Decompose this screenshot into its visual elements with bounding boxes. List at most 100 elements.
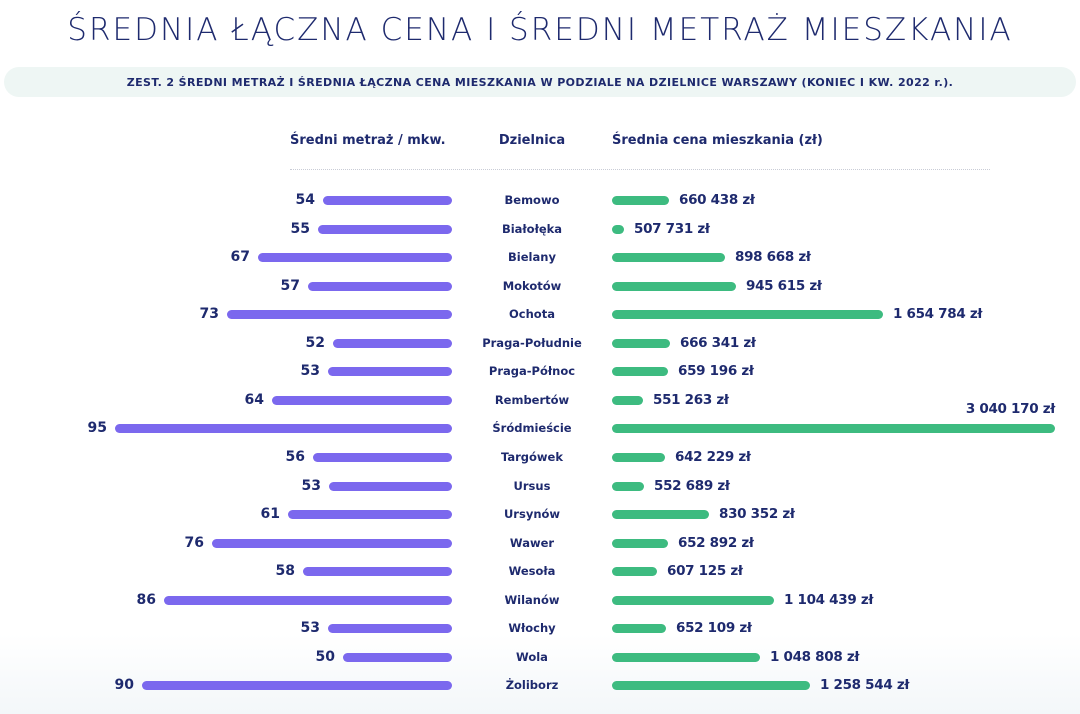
chart-row: 50 Wola 1 048 808 zł <box>0 648 1080 668</box>
district-label: Wesoła <box>508 564 556 579</box>
area-bar <box>318 224 452 234</box>
chart-row: 64 Rembertów 551 263 zł <box>0 391 1080 411</box>
area-bar <box>212 538 452 548</box>
chart-row: 57 Mokotów 945 615 zł <box>0 277 1080 297</box>
district-label: Bielany <box>508 250 556 265</box>
district-label: Śródmieście <box>492 421 572 436</box>
price-bar <box>612 538 668 548</box>
price-value: 551 263 zł <box>653 391 729 408</box>
price-value: 642 229 zł <box>675 448 751 465</box>
price-bar <box>612 424 1055 434</box>
area-value: 86 <box>136 591 156 608</box>
subtitle-band: ZEST. 2 ŚREDNI METRAŻ I ŚREDNIA ŁĄCZNA C… <box>4 67 1076 97</box>
chart-row: 67 Bielany 898 668 zł <box>0 248 1080 268</box>
district-label: Bemowo <box>504 193 560 207</box>
area-value: 58 <box>275 563 295 580</box>
price-value: 659 196 zł <box>678 363 754 380</box>
area-value: 90 <box>114 677 134 694</box>
district-label: Wola <box>516 649 548 664</box>
price-value: 830 352 zł <box>719 506 795 523</box>
price-bar <box>612 395 643 405</box>
chart-row: 53 Włochy 652 109 zł <box>0 619 1080 639</box>
chart-row: 53 Ursus 552 689 zł <box>0 477 1080 497</box>
district-label: Targówek <box>501 449 563 464</box>
chart-row: 55 Białołęka 507 731 zł <box>0 220 1080 240</box>
price-bar <box>612 481 644 491</box>
area-value: 53 <box>300 620 320 637</box>
chart-row: 61 Ursynów 830 352 zł <box>0 505 1080 525</box>
district-label: Rembertów <box>494 392 570 407</box>
area-value: 67 <box>230 249 250 266</box>
chart-row: 53 Praga-Północ 659 196 zł <box>0 362 1080 382</box>
price-bar <box>612 253 725 263</box>
area-value: 76 <box>184 534 204 551</box>
area-value: 73 <box>199 306 219 323</box>
area-bar <box>164 595 452 605</box>
area-bar <box>115 424 452 434</box>
area-bar <box>227 310 452 320</box>
area-value: 56 <box>285 448 305 465</box>
area-value: 50 <box>315 648 335 665</box>
price-bar <box>612 652 760 662</box>
price-value: 652 892 zł <box>678 534 754 551</box>
district-label: Białołęka <box>501 221 563 236</box>
area-bar <box>328 367 452 377</box>
header-divider <box>290 169 990 170</box>
chart-row: 52 Praga-Południe 666 341 zł <box>0 334 1080 354</box>
area-value: 57 <box>280 277 300 294</box>
area-value: 53 <box>300 363 320 380</box>
area-value: 52 <box>305 334 325 351</box>
price-value: 1 048 808 zł <box>770 648 860 665</box>
chart-row: 54 Bemowo 660 438 zł <box>0 191 1080 211</box>
chart-row: 73 Ochota 1 654 784 zł <box>0 305 1080 325</box>
area-value: 54 <box>295 192 315 208</box>
district-label: Praga-Południe <box>482 335 582 350</box>
price-bar <box>612 338 670 348</box>
area-bar <box>343 652 452 662</box>
price-bar <box>612 196 669 205</box>
chart-row: 95 Śródmieście 3 040 170 zł <box>0 401 1080 439</box>
chart-row: 56 Targówek 642 229 zł <box>0 448 1080 468</box>
header-area: Średni metraż / mkw. <box>290 133 446 148</box>
price-value: 945 615 zł <box>746 277 822 294</box>
page-title: ŚREDNIA ŁĄCZNA CENA I ŚREDNI METRAŻ MIES… <box>67 12 1013 48</box>
header-district: Dzielnica <box>498 133 566 148</box>
district-label: Ursynów <box>503 507 561 522</box>
chart-subtitle: ZEST. 2 ŚREDNI METRAŻ I ŚREDNIA ŁĄCZNA C… <box>126 75 954 89</box>
area-bar <box>258 253 452 263</box>
district-label: Włochy <box>508 621 556 636</box>
chart-row: 86 Wilanów 1 104 439 zł <box>0 591 1080 611</box>
background-wave <box>0 634 1080 714</box>
area-bar <box>329 481 452 491</box>
district-label: Ursus <box>513 478 551 493</box>
price-value: 1 258 544 zł <box>820 677 910 694</box>
price-bar <box>612 367 668 377</box>
area-value: 55 <box>290 220 310 237</box>
price-value: 666 341 zł <box>680 334 756 351</box>
area-bar <box>303 567 452 577</box>
area-value: 61 <box>260 506 280 523</box>
area-value: 53 <box>301 477 321 494</box>
district-label: Ochota <box>509 307 555 322</box>
district-label: Mokotów <box>502 278 562 293</box>
area-bar <box>308 281 452 291</box>
price-bar <box>612 624 666 634</box>
header-price: Średnia cena mieszkania (zł) <box>612 133 823 148</box>
area-value: 64 <box>244 391 264 408</box>
area-value: 95 <box>87 420 107 437</box>
area-bar <box>272 395 452 405</box>
price-bar <box>612 224 624 234</box>
district-label: Wawer <box>509 535 555 550</box>
price-value: 652 109 zł <box>676 620 752 637</box>
area-bar <box>323 196 452 205</box>
price-bar <box>612 510 709 520</box>
price-bar <box>612 567 657 577</box>
area-bar <box>328 624 452 634</box>
area-bar <box>313 452 452 462</box>
price-value: 552 689 zł <box>654 477 730 494</box>
price-bar <box>612 681 810 691</box>
price-bar <box>612 310 883 320</box>
price-value: 660 438 zł <box>679 192 755 208</box>
chart-row: 90 Żoliborz 1 258 544 zł <box>0 676 1080 696</box>
chart-row: 58 Wesoła 607 125 zł <box>0 562 1080 582</box>
